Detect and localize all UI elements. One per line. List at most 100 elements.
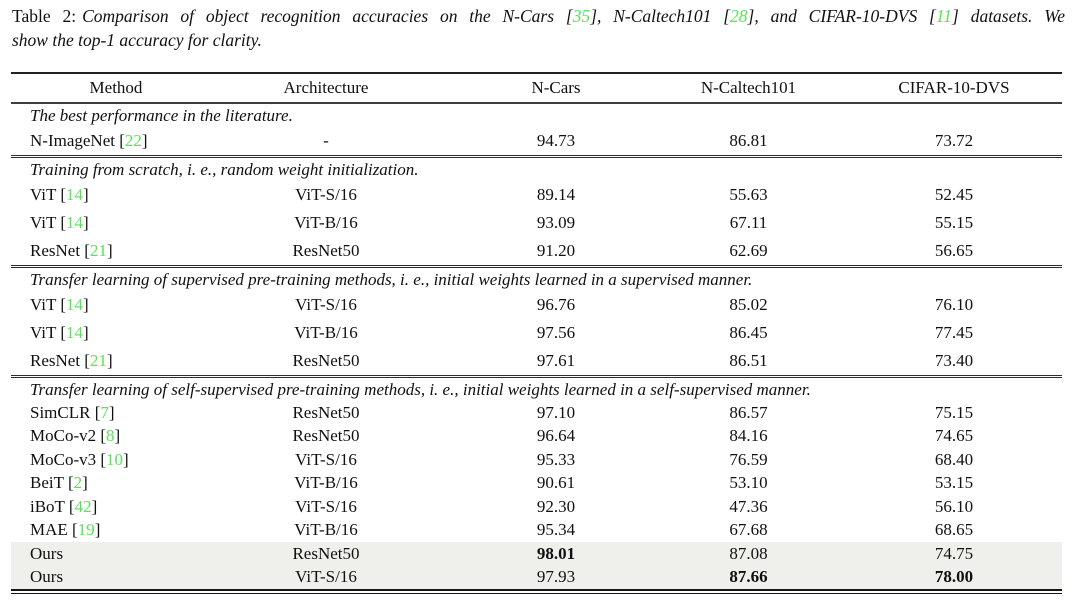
architecture-cell: ViT-B/16	[294, 213, 358, 232]
architecture-cell: -	[323, 131, 329, 150]
citation-link[interactable]: 11	[935, 6, 953, 26]
cifar10dvs-cell: 73.72	[934, 131, 974, 150]
ncaltech101-cell: 53.10	[729, 473, 768, 493]
method-name: BeiT	[30, 473, 64, 493]
citation-link[interactable]: 14	[65, 323, 83, 342]
caption-text: ], and CIFAR-10-DVS [	[747, 6, 936, 26]
ncars-cell: 95.34	[536, 520, 576, 540]
method-cell: ResNet [21]	[30, 241, 113, 260]
citation-link[interactable]: 28	[730, 6, 748, 26]
method-cell: ViT [14]	[30, 323, 89, 342]
column-header-ncars: N-Cars	[461, 73, 651, 104]
table-row: ViT [14] ViT-S/16 96.76 85.02 76.10	[11, 291, 1062, 319]
caption-line-2: show the top-1 accuracy for clarity.	[12, 29, 262, 50]
table-row: MAE [19] ViT-B/16 95.34 67.68 68.65	[11, 519, 1062, 543]
citation-link[interactable]: 21	[89, 241, 107, 260]
cifar10dvs-cell: 75.15	[934, 402, 974, 422]
ncaltech101-cell: 76.59	[729, 449, 768, 469]
citation-link[interactable]: 22	[124, 131, 142, 150]
header-row: Method Architecture N-Cars N-Caltech101 …	[11, 73, 1062, 104]
architecture-cell: ResNet50	[292, 402, 360, 422]
section-label: The best performance in the literature.	[30, 105, 293, 125]
ncars-cell: 92.30	[536, 496, 576, 516]
column-header-ncaltech101: N-Caltech101	[651, 73, 846, 104]
results-table: Method Architecture N-Cars N-Caltech101 …	[11, 72, 1062, 589]
architecture-cell: ResNet50	[292, 543, 360, 563]
citation-link[interactable]: 35	[572, 6, 591, 26]
cifar10dvs-cell: 68.40	[934, 449, 974, 469]
section-label: Transfer learning of self-supervised pre…	[11, 375, 1062, 401]
method-name: ViT	[30, 295, 57, 314]
ncars-cell: 90.61	[536, 473, 576, 493]
method-name: ViT	[30, 213, 57, 232]
citation-link[interactable]: 21	[89, 351, 107, 370]
ncars-cell: 97.61	[536, 351, 576, 370]
ncaltech101-cell: 67.68	[729, 520, 768, 540]
section-label-row: Transfer learning of self-supervised pre…	[11, 375, 1062, 401]
method-name: ResNet	[30, 351, 81, 370]
section-label-row: Training from scratch, i. e., random wei…	[11, 155, 1062, 181]
table-row: Ours ResNet50 98.01 87.08 74.75	[11, 542, 1062, 566]
table-row: BeiT [2] ViT-B/16 90.61 53.10 53.15	[11, 472, 1062, 496]
ncaltech101-cell: 86.45	[729, 323, 768, 342]
architecture-cell: ViT-S/16	[295, 496, 357, 516]
caption-text-line1: Comparison of object recognition accurac…	[82, 6, 1065, 26]
citation-link[interactable]: 10	[106, 449, 124, 469]
cifar10dvs-cell: 78.00	[934, 567, 974, 587]
citation-link[interactable]: 7	[100, 402, 109, 422]
method-cell: ViT [14]	[30, 185, 89, 204]
architecture-cell: ViT-S/16	[295, 295, 357, 314]
method-cell: MoCo-v3 [10]	[30, 449, 129, 469]
ncaltech101-cell: 47.36	[729, 496, 768, 516]
method-cell: ResNet [21]	[30, 351, 113, 370]
caption-line-1: Table 2: Comparison of object recognition…	[12, 5, 1065, 29]
cifar10dvs-cell: 68.65	[934, 520, 974, 540]
table-row: SimCLR [7] ResNet50 97.10 86.57 75.15	[11, 401, 1062, 425]
citation-link[interactable]: 19	[77, 520, 95, 540]
table-row: Ours ViT-S/16 97.93 87.66 78.00	[11, 565, 1062, 590]
method-name: MAE	[30, 520, 68, 540]
table-row: ResNet [21] ResNet50 91.20 62.69 56.65	[11, 237, 1062, 267]
architecture-cell: ViT-B/16	[294, 473, 358, 493]
ncaltech101-cell: 84.16	[729, 426, 768, 446]
architecture-cell: ResNet50	[292, 351, 360, 370]
cifar10dvs-cell: 76.10	[934, 295, 974, 314]
citation-link[interactable]: 8	[106, 426, 115, 446]
ncars-cell: 97.93	[536, 567, 576, 587]
citation-link[interactable]: 2	[73, 473, 83, 493]
ncars-cell: 89.14	[536, 185, 576, 204]
table-caption: Table 2: Comparison of object recognition…	[12, 5, 1065, 52]
architecture-cell: ViT-S/16	[295, 567, 357, 587]
ncaltech101-cell: 62.69	[729, 241, 768, 260]
cifar10dvs-cell: 56.10	[934, 496, 974, 516]
table-row: MoCo-v3 [10] ViT-S/16 95.33 76.59 68.40	[11, 448, 1062, 472]
method-name: Ours	[30, 543, 64, 563]
architecture-cell: ViT-S/16	[295, 449, 357, 469]
architecture-cell: ViT-B/16	[294, 520, 358, 540]
ncaltech101-cell: 67.11	[729, 213, 768, 232]
method-name: MoCo-v3	[30, 449, 97, 469]
cifar10dvs-cell: 53.15	[934, 473, 974, 493]
method-name: SimCLR	[30, 402, 91, 422]
citation-link[interactable]: 42	[74, 496, 92, 516]
citation-link[interactable]: 14	[65, 295, 83, 314]
ncaltech101-cell: 85.02	[729, 295, 768, 314]
table-row: N-ImageNet [22] - 94.73 86.81 73.72	[11, 127, 1062, 157]
method-cell: BeiT [2]	[30, 473, 88, 493]
method-name: Ours	[30, 567, 64, 587]
cifar10dvs-cell: 52.45	[934, 185, 974, 204]
method-cell: ViT [14]	[30, 213, 89, 232]
table-row: MoCo-v2 [8] ResNet50 96.64 84.16 74.65	[11, 425, 1062, 449]
citation-link[interactable]: 14	[65, 185, 83, 204]
ncars-cell: 97.56	[536, 323, 576, 342]
citation-link[interactable]: 14	[65, 213, 83, 232]
ncaltech101-cell: 86.81	[729, 131, 768, 150]
method-cell: Ours	[11, 566, 191, 590]
table-row: ViT [14] ViT-S/16 89.14 55.63 52.45	[11, 181, 1062, 209]
method-name: N-ImageNet	[30, 131, 115, 150]
method-cell: iBoT [42]	[30, 496, 98, 516]
cifar10dvs-cell: 73.40	[934, 351, 974, 370]
cifar10dvs-cell: 56.65	[934, 241, 974, 260]
method-name: iBoT	[30, 496, 65, 516]
table-row: iBoT [42] ViT-S/16 92.30 47.36 56.10	[11, 495, 1062, 519]
